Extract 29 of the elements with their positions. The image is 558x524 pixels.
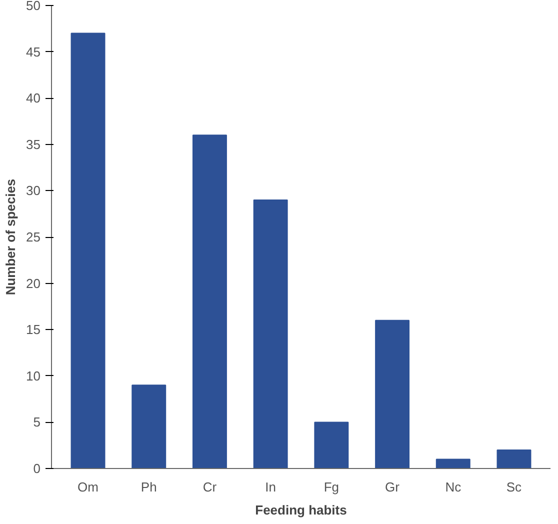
- y-tick-label: 10: [26, 368, 41, 384]
- y-tick-label: 35: [26, 136, 41, 152]
- x-tick-label: Sc: [506, 480, 522, 494]
- x-tick-label: Fg: [324, 480, 340, 494]
- y-tick-label: 15: [26, 322, 41, 338]
- bar: [314, 422, 349, 468]
- bar: [253, 199, 288, 468]
- y-axis-title: Number of species: [3, 178, 18, 296]
- bar: [375, 320, 410, 468]
- x-tick-label: Om: [78, 480, 98, 494]
- x-tick-label: Nc: [445, 480, 462, 494]
- bar: [496, 449, 532, 468]
- y-tick-label: 5: [33, 414, 41, 430]
- x-tick-label: Ph: [140, 480, 157, 494]
- y-tick-label: 20: [26, 276, 41, 291]
- x-tick-label: In: [265, 480, 276, 494]
- x-tick-label: Cr: [202, 480, 218, 494]
- bar: [132, 384, 166, 468]
- x-tick-label: Gr: [385, 480, 400, 494]
- y-tick-label: 30: [26, 183, 41, 198]
- bar: [192, 134, 227, 468]
- x-axis-title: Feeding habits: [255, 502, 347, 518]
- y-tick-label: 45: [26, 44, 41, 60]
- y-tick-label: 40: [26, 90, 41, 106]
- bar: [436, 458, 470, 468]
- y-tick-label: 25: [26, 230, 41, 244]
- bar: [70, 32, 106, 468]
- y-tick-label: 50: [26, 0, 41, 13]
- y-tick-label: 0: [33, 461, 41, 476]
